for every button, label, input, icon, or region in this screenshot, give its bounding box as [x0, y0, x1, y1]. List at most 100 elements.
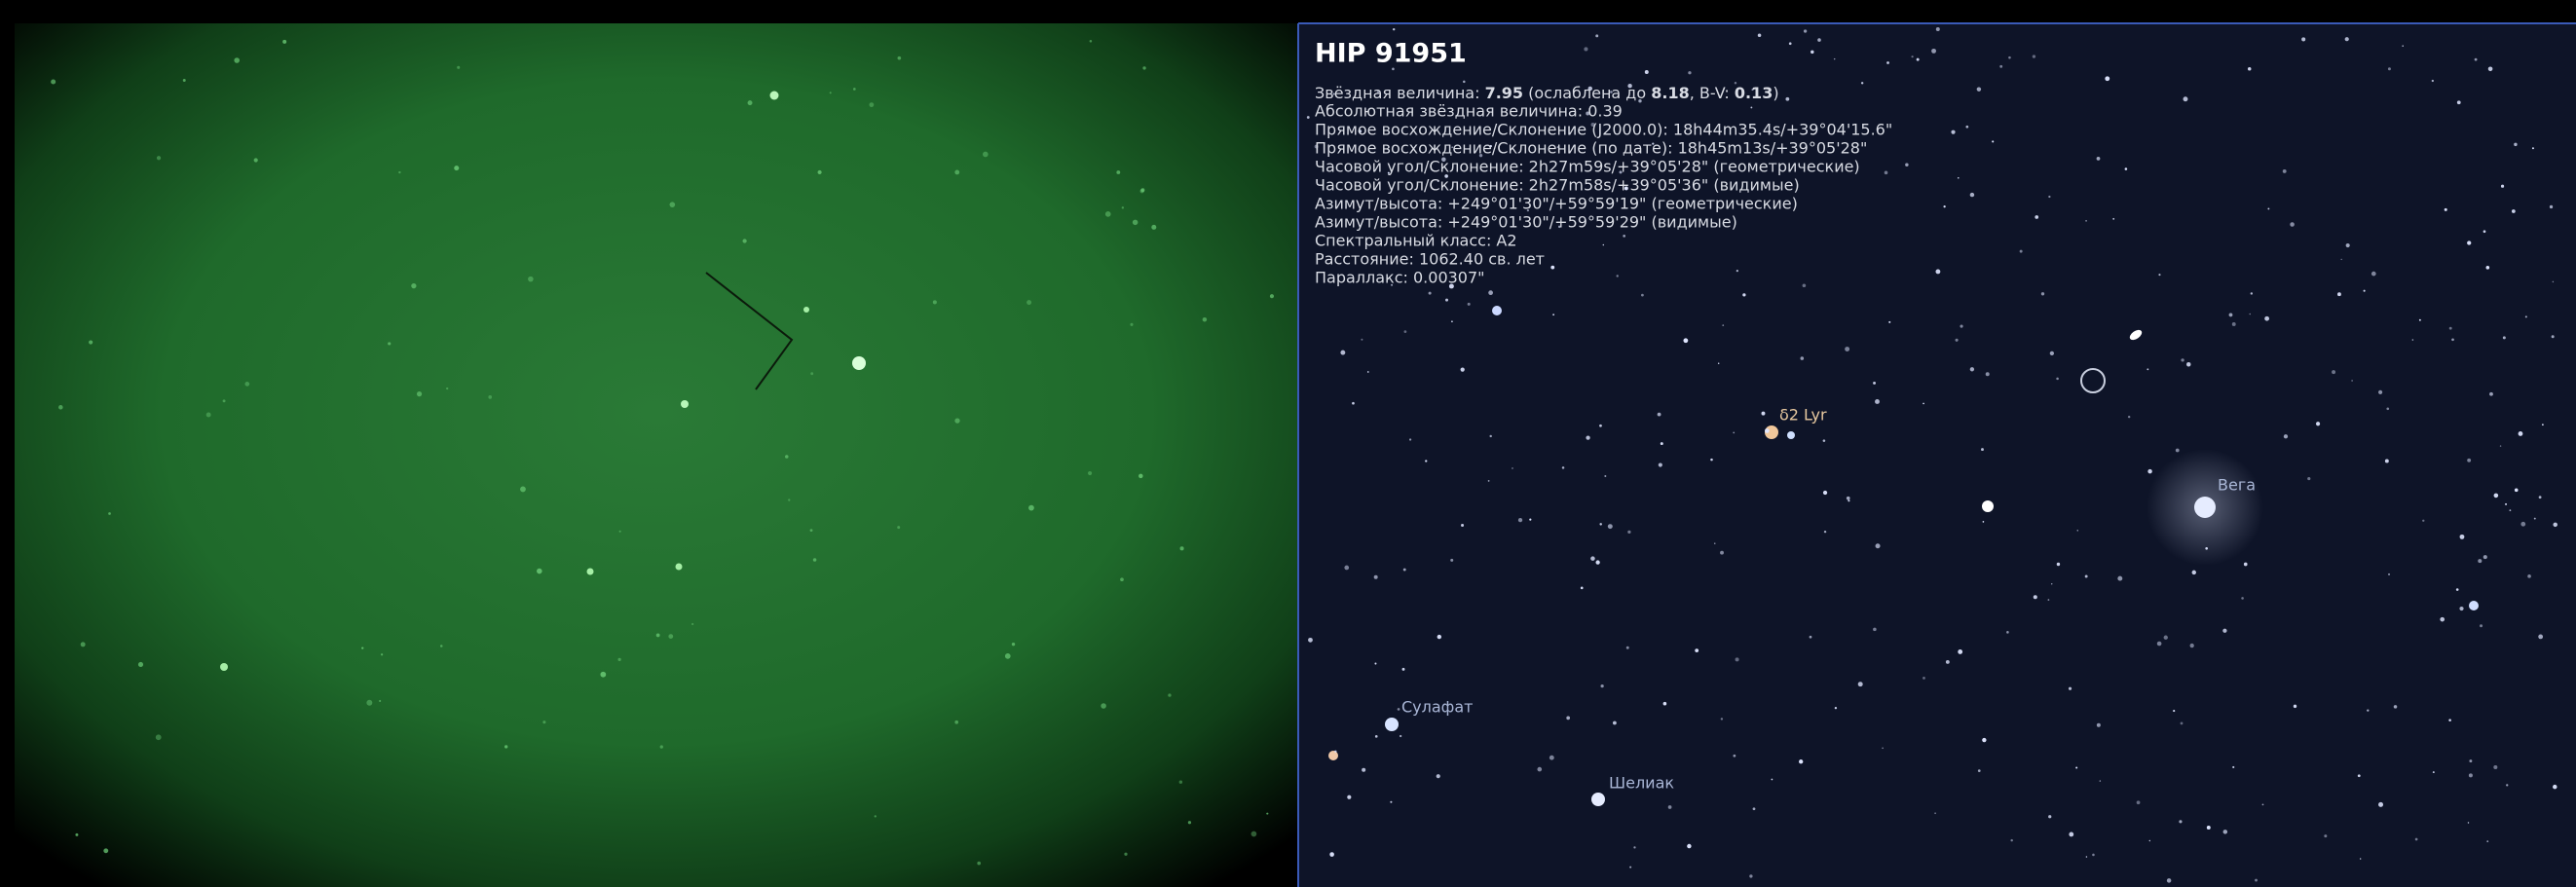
star [1970, 193, 1974, 197]
star [1403, 569, 1406, 572]
star [2360, 858, 2362, 860]
star [2294, 705, 2296, 708]
star [1549, 756, 1554, 760]
star [1981, 448, 1984, 451]
star [830, 92, 832, 93]
star [2283, 169, 2287, 173]
star [1629, 867, 1631, 869]
star [619, 531, 621, 533]
star [2412, 339, 2414, 341]
star [1958, 177, 1960, 179]
star [1374, 575, 1378, 579]
star [1835, 707, 1837, 709]
screenshot: HIP 91951 Звёздная величина: 7.95 (ослаб… [0, 0, 2576, 887]
star [1404, 330, 1407, 333]
star [1266, 813, 1268, 815]
star [853, 88, 856, 91]
star [1608, 524, 1613, 529]
star [2539, 496, 2542, 499]
star [2520, 522, 2525, 527]
star [1801, 356, 1805, 360]
star [1845, 347, 1849, 351]
star [361, 647, 363, 648]
star [617, 658, 620, 661]
star [1492, 306, 1502, 315]
star [2020, 250, 2023, 253]
star [1956, 339, 1959, 342]
star [1488, 290, 1493, 295]
star [2207, 826, 2211, 830]
star [2483, 555, 2487, 559]
star [1986, 372, 1990, 376]
star [1695, 648, 1699, 652]
star [108, 512, 111, 515]
star [1581, 587, 1584, 590]
star [1749, 874, 1752, 877]
star [1124, 853, 1127, 856]
star [2041, 292, 2044, 295]
star [1804, 29, 1807, 32]
star [2364, 290, 2366, 292]
star [2488, 66, 2493, 71]
star [2164, 636, 2168, 640]
star [2248, 67, 2252, 71]
star [1627, 531, 1630, 534]
star [2468, 822, 2469, 823]
star [1028, 505, 1034, 511]
star [2077, 530, 2078, 531]
star [1361, 339, 1363, 341]
star [1762, 412, 1766, 416]
star [1590, 556, 1595, 561]
star [2223, 830, 2228, 834]
text: 7.95 [1485, 84, 1523, 102]
star [223, 399, 226, 402]
star [1537, 767, 1542, 772]
star [2457, 100, 2461, 104]
star [2244, 563, 2248, 567]
star [869, 102, 874, 107]
star [748, 100, 753, 105]
star [810, 529, 813, 532]
star [1203, 317, 1207, 321]
star [1451, 320, 1453, 322]
telescope-photo [15, 23, 1298, 887]
star [1934, 812, 1936, 814]
star [2008, 56, 2011, 59]
star [1823, 491, 1827, 495]
star [1623, 235, 1625, 238]
star [1374, 663, 1376, 665]
star [898, 56, 902, 60]
star [2307, 477, 2310, 480]
star [2394, 705, 2398, 709]
star [2385, 459, 2389, 462]
star [1344, 566, 1349, 571]
star [51, 79, 56, 84]
star [2432, 80, 2434, 82]
star [2290, 222, 2295, 227]
star [1468, 303, 1471, 306]
star [1425, 460, 1427, 462]
star [1733, 755, 1736, 758]
star [1489, 435, 1491, 437]
star [183, 79, 186, 82]
star [2469, 759, 2472, 762]
star [1834, 58, 1835, 59]
star [897, 526, 900, 529]
star [2316, 422, 2320, 425]
star [1599, 425, 1602, 427]
star [983, 152, 989, 158]
star [2186, 362, 2190, 366]
star [2158, 274, 2160, 276]
star [2486, 840, 2488, 842]
star [1875, 399, 1880, 404]
star [1714, 542, 1715, 543]
info-line: Часовой угол/Склонение: 2h27m59s/+39°05'… [1315, 158, 1860, 176]
star [1461, 524, 1464, 527]
star [2128, 416, 2130, 418]
star [1340, 351, 1345, 355]
star [2251, 292, 2253, 294]
star [2057, 563, 2060, 566]
star [2097, 157, 2101, 161]
star [2494, 494, 2499, 499]
star [1140, 188, 1144, 192]
